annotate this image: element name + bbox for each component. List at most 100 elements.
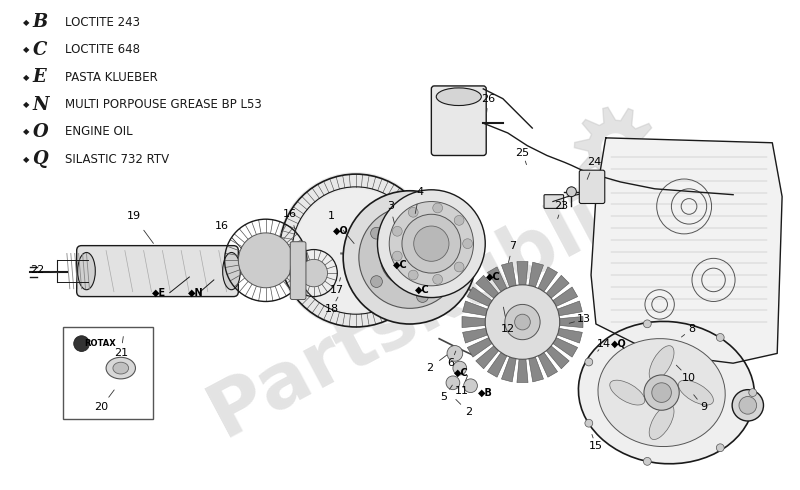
Text: 13: 13	[577, 314, 591, 324]
Circle shape	[433, 274, 442, 284]
Circle shape	[486, 285, 560, 359]
Ellipse shape	[222, 252, 240, 290]
Polygon shape	[476, 275, 498, 298]
Polygon shape	[538, 267, 558, 292]
Circle shape	[408, 207, 418, 217]
Text: 17: 17	[330, 285, 344, 294]
Text: 2: 2	[465, 407, 472, 417]
Text: 2: 2	[426, 363, 433, 373]
Circle shape	[643, 320, 651, 328]
FancyBboxPatch shape	[579, 170, 605, 203]
Circle shape	[445, 251, 457, 263]
Ellipse shape	[678, 380, 714, 405]
Text: 16: 16	[283, 209, 298, 220]
Ellipse shape	[598, 339, 726, 446]
Text: ◆C: ◆C	[415, 285, 430, 294]
Polygon shape	[502, 357, 516, 382]
Text: 9: 9	[700, 402, 707, 412]
Ellipse shape	[578, 321, 754, 464]
Text: ◆C: ◆C	[393, 260, 407, 270]
Polygon shape	[517, 262, 528, 285]
FancyBboxPatch shape	[431, 86, 486, 155]
Text: SILASTIC 732 RTV: SILASTIC 732 RTV	[65, 153, 169, 166]
Circle shape	[644, 375, 679, 410]
Polygon shape	[559, 317, 583, 328]
Text: 4: 4	[416, 187, 423, 197]
Circle shape	[585, 419, 593, 427]
Ellipse shape	[78, 252, 95, 290]
Text: ◆O: ◆O	[334, 226, 349, 236]
Circle shape	[278, 172, 434, 329]
Polygon shape	[546, 346, 569, 369]
Polygon shape	[502, 262, 516, 287]
FancyBboxPatch shape	[290, 242, 306, 299]
Polygon shape	[462, 317, 486, 328]
Circle shape	[394, 242, 426, 273]
Text: ◆: ◆	[22, 100, 29, 109]
Text: 12: 12	[501, 324, 515, 334]
Circle shape	[417, 291, 428, 302]
Circle shape	[390, 201, 474, 286]
Text: ENGINE OIL: ENGINE OIL	[65, 125, 133, 139]
Polygon shape	[602, 134, 630, 161]
Text: Q: Q	[33, 150, 48, 169]
Polygon shape	[467, 338, 492, 357]
Text: 23: 23	[554, 201, 569, 212]
Circle shape	[454, 216, 464, 225]
Circle shape	[643, 458, 651, 466]
Text: ◆: ◆	[22, 155, 29, 164]
Text: Partskublik: Partskublik	[197, 157, 662, 452]
Text: 21: 21	[114, 348, 128, 358]
Polygon shape	[558, 301, 582, 316]
Polygon shape	[553, 287, 578, 306]
Circle shape	[392, 226, 402, 236]
Circle shape	[464, 379, 478, 392]
Text: LOCTITE 648: LOCTITE 648	[65, 43, 140, 56]
Circle shape	[732, 390, 763, 421]
Circle shape	[454, 262, 464, 272]
Ellipse shape	[649, 404, 674, 440]
Text: ◆N: ◆N	[188, 288, 204, 297]
Polygon shape	[574, 107, 657, 188]
Text: 20: 20	[94, 402, 108, 412]
Circle shape	[433, 203, 442, 213]
Text: 26: 26	[481, 94, 495, 104]
Circle shape	[402, 214, 461, 273]
Text: ◆: ◆	[22, 45, 29, 54]
Polygon shape	[529, 357, 543, 382]
Text: 8: 8	[689, 324, 695, 334]
Ellipse shape	[436, 88, 482, 105]
Polygon shape	[487, 267, 507, 292]
Circle shape	[408, 270, 418, 280]
Circle shape	[417, 212, 428, 224]
Text: E: E	[33, 68, 46, 86]
Circle shape	[343, 191, 477, 324]
Text: 1: 1	[328, 211, 335, 221]
Text: 3: 3	[386, 201, 394, 212]
Text: 15: 15	[589, 441, 603, 451]
Circle shape	[739, 396, 757, 414]
Circle shape	[505, 304, 540, 340]
Circle shape	[378, 190, 486, 297]
Polygon shape	[487, 352, 507, 377]
Text: ◆C: ◆C	[454, 368, 469, 378]
Text: ◆: ◆	[22, 18, 29, 27]
Circle shape	[370, 227, 382, 239]
Text: N: N	[33, 96, 49, 114]
Text: ROTAX: ROTAX	[85, 339, 116, 348]
Polygon shape	[517, 359, 528, 383]
Circle shape	[453, 361, 466, 375]
Circle shape	[370, 276, 382, 288]
Polygon shape	[558, 328, 582, 343]
FancyBboxPatch shape	[63, 327, 153, 419]
Text: LOCTITE 243: LOCTITE 243	[65, 16, 140, 29]
Circle shape	[514, 314, 530, 330]
Polygon shape	[553, 338, 578, 357]
Circle shape	[300, 259, 327, 287]
Circle shape	[238, 233, 294, 288]
Circle shape	[462, 239, 473, 248]
Circle shape	[749, 389, 757, 396]
Polygon shape	[476, 346, 498, 369]
Circle shape	[585, 358, 593, 366]
Text: B: B	[33, 13, 48, 31]
